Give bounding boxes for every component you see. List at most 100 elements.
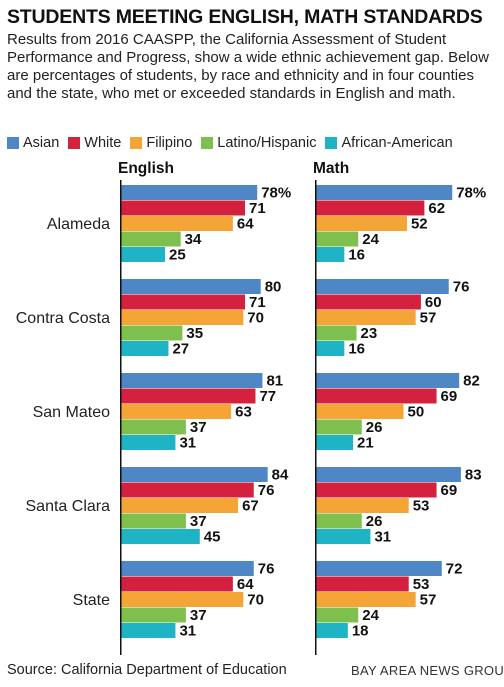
- bar-english-contra-costa-african-american: [121, 341, 169, 356]
- bar-value-label: 35: [186, 325, 203, 342]
- bar-math-san-mateo-african-american: [316, 435, 354, 450]
- bar-value-label: 60: [425, 294, 442, 311]
- bar-value-label: 84: [272, 467, 289, 484]
- bar-english-state-african-american: [121, 623, 176, 638]
- legend-item-latino-hispanic: Latino/Hispanic: [201, 135, 316, 151]
- source-note: Source: California Department of Educati…: [7, 662, 287, 678]
- bar-english-santa-clara-african-american: [121, 529, 200, 544]
- bar-value-label: 63: [235, 404, 252, 421]
- bar-math-state-filipino: [316, 592, 416, 607]
- bar-value-label: 69: [441, 482, 458, 499]
- category-label-alameda: Alameda: [47, 216, 110, 233]
- bar-math-san-mateo-asian: [316, 373, 460, 388]
- bar-value-label: 82: [463, 373, 480, 390]
- bar-value-label: 70: [247, 592, 264, 609]
- bar-english-san-mateo-african-american: [121, 435, 176, 450]
- legend-label: African-American: [341, 135, 453, 151]
- bar-math-alameda-latino-hispanic: [316, 231, 359, 247]
- bar-value-label: 27: [172, 341, 189, 358]
- legend-swatch: [7, 137, 19, 149]
- bar-value-label: 45: [204, 529, 221, 546]
- bar-math-alameda-filipino: [316, 216, 407, 231]
- bar-english-alameda-african-american: [121, 247, 165, 262]
- bar-english-santa-clara-filipino: [121, 498, 239, 513]
- bar-math-alameda-asian: [316, 185, 453, 200]
- bar-value-label: 34: [185, 231, 202, 248]
- bar-value-label: 23: [361, 325, 378, 342]
- bar-value-label: 31: [179, 435, 196, 452]
- bar-math-alameda-african-american: [316, 247, 345, 262]
- bar-value-label: 25: [169, 247, 186, 264]
- bar-english-contra-costa-latino-hispanic: [121, 325, 183, 341]
- bar-math-santa-clara-asian: [316, 467, 461, 482]
- legend-swatch: [201, 137, 214, 149]
- bar-math-santa-clara-filipino: [316, 498, 409, 513]
- bar-value-label: 69: [441, 388, 458, 405]
- bar-math-contra-costa-african-american: [316, 341, 345, 356]
- bar-value-label: 37: [190, 513, 207, 530]
- bar-value-label: 18: [352, 623, 369, 640]
- bar-value-label: 62: [428, 200, 445, 217]
- bar-value-label: 71: [249, 294, 266, 311]
- bar-english-alameda-white: [121, 200, 246, 216]
- bar-math-san-mateo-filipino: [316, 404, 404, 419]
- chart-description: Results from 2016 CAASPP, the California…: [7, 31, 489, 102]
- panel-title-math: Math: [313, 160, 349, 177]
- legend-item-filipino: Filipino: [130, 135, 192, 151]
- legend-swatch: [325, 137, 338, 149]
- bar-value-label: 52: [411, 216, 428, 233]
- bar-value-label: 78%: [261, 185, 291, 202]
- bar-math-state-white: [316, 576, 409, 592]
- bar-math-santa-clara-african-american: [316, 529, 371, 544]
- bar-english-state-latino-hispanic: [121, 607, 186, 623]
- bar-value-label: 78%: [456, 185, 486, 202]
- bar-english-san-mateo-white: [121, 388, 256, 404]
- legend-label: Latino/Hispanic: [217, 135, 317, 151]
- bar-english-san-mateo-asian: [121, 373, 263, 388]
- bar-value-label: 80: [265, 279, 282, 296]
- panel-title-english: English: [118, 160, 174, 177]
- bar-english-alameda-asian: [121, 185, 258, 200]
- bar-math-san-mateo-white: [316, 388, 437, 404]
- publisher-credit: BAY AREA NEWS GROUP: [351, 663, 504, 678]
- bar-value-label: 26: [366, 513, 383, 530]
- bar-value-label: 77: [259, 388, 276, 405]
- bar-math-state-asian: [316, 561, 442, 576]
- bar-english-contra-costa-asian: [121, 279, 261, 294]
- legend: Asian White Filipino Latino/Hispanic African…: [7, 135, 502, 151]
- bar-math-san-mateo-latino-hispanic: [316, 419, 362, 435]
- bar-chart: English78%716434258071703527817763373184…: [16, 160, 486, 655]
- bar-math-santa-clara-latino-hispanic: [316, 513, 362, 529]
- bar-value-label: 76: [258, 561, 275, 578]
- chart-title: STUDENTS MEETING ENGLISH, MATH STANDARDS: [7, 6, 483, 28]
- category-label-contra-costa: Contra Costa: [16, 310, 110, 327]
- legend-item-african-american: African-American: [325, 135, 453, 151]
- bar-value-label: 57: [420, 592, 437, 609]
- bar-value-label: 37: [190, 419, 207, 436]
- bar-value-label: 24: [362, 607, 379, 624]
- bar-value-label: 16: [348, 341, 365, 358]
- bar-value-label: 64: [237, 216, 254, 233]
- bar-value-label: 71: [249, 200, 266, 217]
- bar-math-state-african-american: [316, 623, 348, 638]
- bar-math-santa-clara-white: [316, 482, 437, 498]
- legend-label: Filipino: [146, 135, 193, 151]
- legend-swatch: [130, 137, 143, 149]
- bar-value-label: 76: [453, 279, 470, 296]
- bar-value-label: 53: [413, 498, 430, 515]
- category-label-san-mateo: San Mateo: [33, 404, 110, 421]
- bar-value-label: 16: [348, 247, 365, 264]
- bar-value-label: 72: [446, 561, 463, 578]
- category-label-santa-clara: Santa Clara: [26, 498, 111, 515]
- bar-value-label: 81: [266, 373, 283, 390]
- bar-math-contra-costa-asian: [316, 279, 449, 294]
- bar-math-alameda-white: [316, 200, 425, 216]
- bar-math-contra-costa-filipino: [316, 310, 416, 325]
- bar-value-label: 64: [237, 576, 254, 593]
- bar-value-label: 24: [362, 231, 379, 248]
- bar-english-state-asian: [121, 561, 254, 576]
- bar-value-label: 83: [465, 467, 482, 484]
- legend-item-asian: Asian: [7, 135, 59, 151]
- bar-value-label: 67: [242, 498, 259, 515]
- bar-english-state-filipino: [121, 592, 244, 607]
